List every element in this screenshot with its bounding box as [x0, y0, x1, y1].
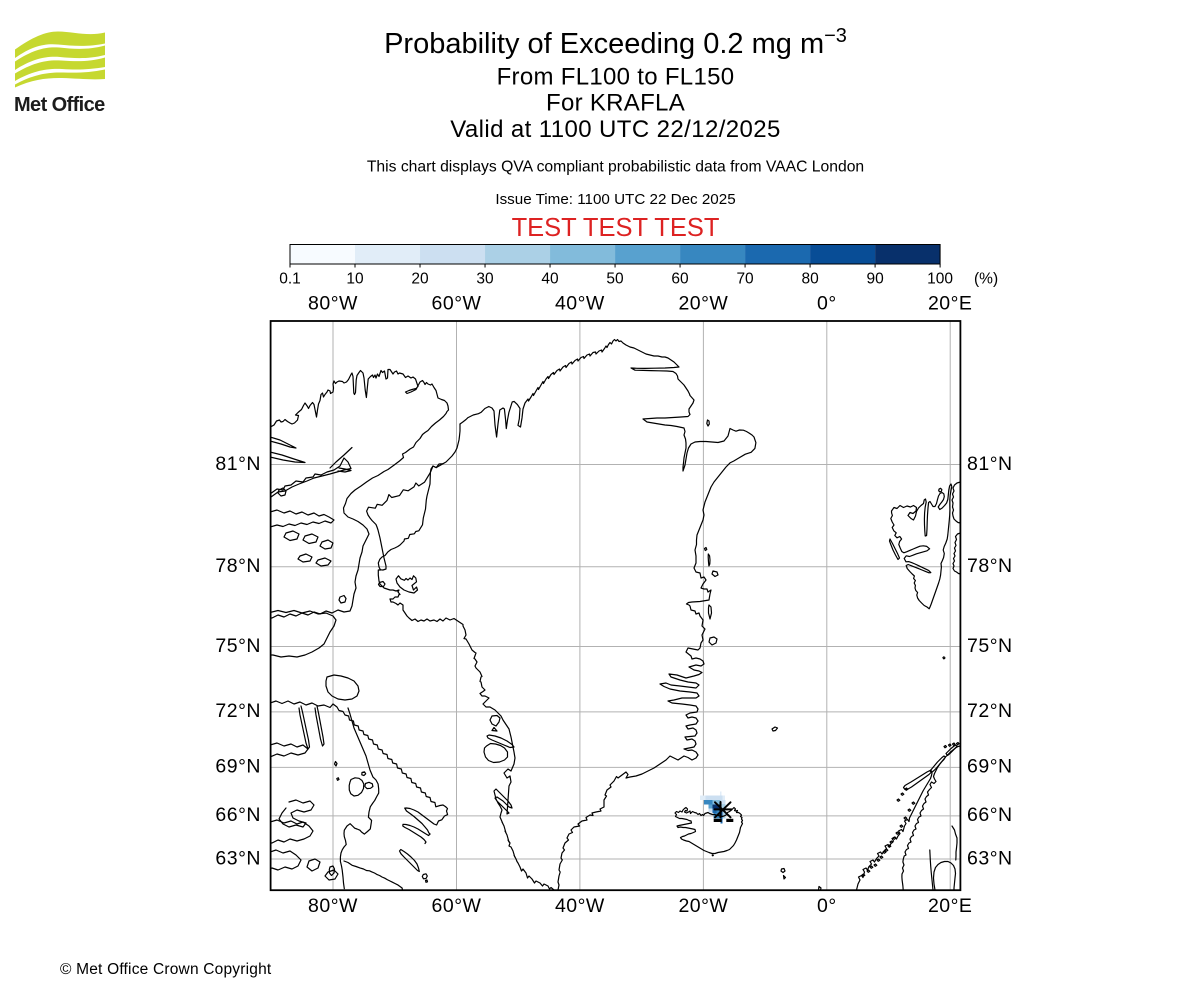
- svg-text:0.1: 0.1: [279, 271, 301, 288]
- svg-text:For KRAFLA: For KRAFLA: [546, 90, 685, 117]
- svg-text:81°N: 81°N: [215, 453, 261, 475]
- svg-text:10: 10: [346, 271, 364, 288]
- svg-text:60: 60: [671, 271, 689, 288]
- svg-text:(%): (%): [974, 271, 998, 288]
- svg-text:20°W: 20°W: [678, 895, 728, 917]
- svg-text:Issue Time: 1100 UTC 22 Dec 20: Issue Time: 1100 UTC 22 Dec 2025: [495, 191, 735, 208]
- svg-text:40°W: 40°W: [555, 293, 605, 315]
- svg-text:80°W: 80°W: [308, 895, 358, 917]
- svg-text:70: 70: [736, 271, 754, 288]
- svg-text:20: 20: [411, 271, 429, 288]
- svg-text:75°N: 75°N: [967, 635, 1013, 657]
- svg-text:Valid at 1100 UTC 22/12/2025: Valid at 1100 UTC 22/12/2025: [450, 116, 781, 143]
- svg-text:72°N: 72°N: [215, 700, 261, 722]
- svg-text:This chart displays QVA compli: This chart displays QVA compliant probab…: [367, 159, 864, 176]
- svg-text:75°N: 75°N: [215, 635, 261, 657]
- svg-text:78°N: 78°N: [215, 555, 261, 577]
- svg-text:60°W: 60°W: [432, 895, 482, 917]
- svg-text:30: 30: [476, 271, 494, 288]
- svg-text:TEST TEST TEST: TEST TEST TEST: [512, 214, 720, 242]
- svg-text:63°N: 63°N: [967, 847, 1013, 869]
- svg-text:40: 40: [541, 271, 559, 288]
- svg-text:66°N: 66°N: [967, 804, 1013, 826]
- svg-text:63°N: 63°N: [215, 847, 261, 869]
- svg-text:Met Office: Met Office: [14, 94, 105, 116]
- svg-text:20°E: 20°E: [928, 293, 973, 315]
- svg-text:0°: 0°: [817, 895, 837, 917]
- svg-text:66°N: 66°N: [215, 804, 261, 826]
- svg-text:69°N: 69°N: [215, 756, 261, 778]
- svg-text:100: 100: [927, 271, 953, 288]
- svg-text:40°W: 40°W: [555, 895, 605, 917]
- svg-text:From FL100 to FL150: From FL100 to FL150: [497, 64, 735, 91]
- svg-text:20°E: 20°E: [928, 895, 973, 917]
- svg-text:90: 90: [866, 271, 884, 288]
- svg-text:60°W: 60°W: [432, 293, 482, 315]
- svg-text:0°: 0°: [817, 293, 837, 315]
- svg-text:69°N: 69°N: [967, 756, 1013, 778]
- svg-text:78°N: 78°N: [967, 555, 1013, 577]
- svg-text:81°N: 81°N: [967, 453, 1013, 475]
- svg-text:72°N: 72°N: [967, 700, 1013, 722]
- svg-text:20°W: 20°W: [678, 293, 728, 315]
- svg-text:50: 50: [606, 271, 624, 288]
- svg-text:Probability of Exceeding 0.2 m: Probability of Exceeding 0.2 mg m−3: [384, 25, 847, 60]
- svg-text:80: 80: [801, 271, 819, 288]
- svg-text:80°W: 80°W: [308, 293, 358, 315]
- svg-text:© Met Office Crown Copyright: © Met Office Crown Copyright: [60, 961, 272, 978]
